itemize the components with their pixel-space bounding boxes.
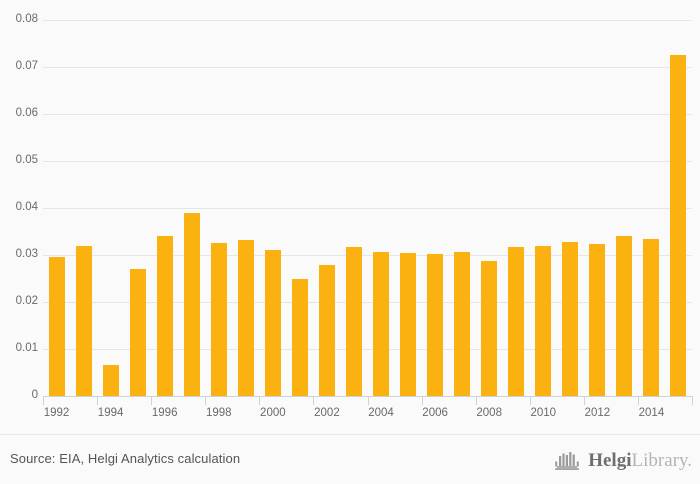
bar-2002[interactable] xyxy=(318,265,335,396)
x-axis-tick xyxy=(529,396,531,405)
x-axis-label-2004: 2004 xyxy=(368,407,394,419)
bar-2003[interactable] xyxy=(345,247,362,396)
bar-1998[interactable] xyxy=(210,242,227,396)
y-axis-label: 0.03 xyxy=(15,248,38,260)
bar-2012[interactable] xyxy=(589,243,606,396)
bar-2010[interactable] xyxy=(535,245,552,396)
bar-2011[interactable] xyxy=(562,241,579,396)
y-axis-label: 0 xyxy=(31,389,38,401)
plot-area xyxy=(43,20,692,396)
bar-2007[interactable] xyxy=(454,251,471,396)
x-axis-tick xyxy=(205,396,207,405)
y-axis-label: 0.07 xyxy=(15,60,38,72)
x-axis-label-2012: 2012 xyxy=(584,407,611,419)
x-axis-label-2008: 2008 xyxy=(476,407,502,419)
bar-1992[interactable] xyxy=(48,257,65,396)
y-axis-label: 0.04 xyxy=(15,201,38,213)
bar-2009[interactable] xyxy=(508,247,525,396)
gridline xyxy=(43,349,692,350)
bar-1995[interactable] xyxy=(129,268,146,396)
y-axis-label: 0.05 xyxy=(15,154,38,166)
logo-helgi-text: Helgi xyxy=(588,449,632,471)
helgi-library-logo[interactable]: HelgiLibrary. xyxy=(554,447,692,473)
bar-series xyxy=(43,20,692,396)
gridline xyxy=(43,255,692,256)
x-axis-tick xyxy=(583,396,585,405)
x-axis-label-2002: 2002 xyxy=(314,407,340,419)
x-axis-tick xyxy=(151,396,153,405)
x-axis-label-1992: 1992 xyxy=(43,407,70,419)
x-axis: 1992 1994 1996 1998 2000 2002 2004 2006 2008 2010… xyxy=(43,396,693,426)
x-axis-label-1996: 1996 xyxy=(151,407,178,419)
bar-2005[interactable] xyxy=(400,253,417,396)
bar-1996[interactable] xyxy=(156,236,173,396)
x-axis-label-2010: 2010 xyxy=(530,407,557,419)
bar-1993[interactable] xyxy=(75,246,92,396)
x-axis-tick xyxy=(259,396,261,405)
logo-wordmark: HelgiLibrary. xyxy=(588,451,692,470)
y-axis: 0 0.01 0.02 0.03 0.04 0.05 0.06 0.07 0.08 xyxy=(0,0,38,483)
x-axis-label-2000: 2000 xyxy=(260,407,286,419)
y-axis-label: 0.06 xyxy=(15,107,38,119)
x-axis-tick xyxy=(637,396,639,405)
source-note: Source: EIA, Helgi Analytics calculation xyxy=(10,451,241,466)
x-axis-tick xyxy=(421,396,423,405)
chart-footer: Source: EIA, Helgi Analytics calculation… xyxy=(0,434,700,484)
bar-2015[interactable] xyxy=(670,54,687,396)
x-axis-label-1998: 1998 xyxy=(205,407,232,419)
gridline xyxy=(43,302,692,303)
bar-2006[interactable] xyxy=(427,253,444,396)
x-axis-tick xyxy=(367,396,369,405)
bar-2014[interactable] xyxy=(643,239,660,396)
gridline xyxy=(43,208,692,209)
y-axis-label: 0.08 xyxy=(15,13,38,25)
bar-2001[interactable] xyxy=(291,278,308,396)
bar-2008[interactable] xyxy=(481,261,498,396)
library-building-icon xyxy=(555,452,580,470)
x-axis-label-2014: 2014 xyxy=(638,407,665,419)
x-axis-tick xyxy=(475,396,477,405)
y-axis-label: 0.01 xyxy=(15,342,38,354)
x-axis-tick xyxy=(43,396,44,405)
bar-2004[interactable] xyxy=(373,251,390,396)
bar-2013[interactable] xyxy=(616,235,633,396)
y-axis-label: 0.02 xyxy=(15,295,38,307)
x-axis-tick xyxy=(692,396,693,405)
bar-1994[interactable] xyxy=(102,365,119,396)
bar-1997[interactable] xyxy=(183,213,200,396)
x-axis-label-2006: 2006 xyxy=(422,407,448,419)
x-axis-label-1994: 1994 xyxy=(97,407,124,419)
x-axis-tick xyxy=(313,396,315,405)
gridline xyxy=(43,67,692,68)
x-axis-tick xyxy=(97,396,99,405)
gridline xyxy=(43,114,692,115)
gridline xyxy=(43,161,692,162)
bar-1999[interactable] xyxy=(237,239,254,396)
bar-2000[interactable] xyxy=(264,249,281,396)
logo-library-text: Library. xyxy=(631,449,693,471)
gridline xyxy=(43,20,692,21)
